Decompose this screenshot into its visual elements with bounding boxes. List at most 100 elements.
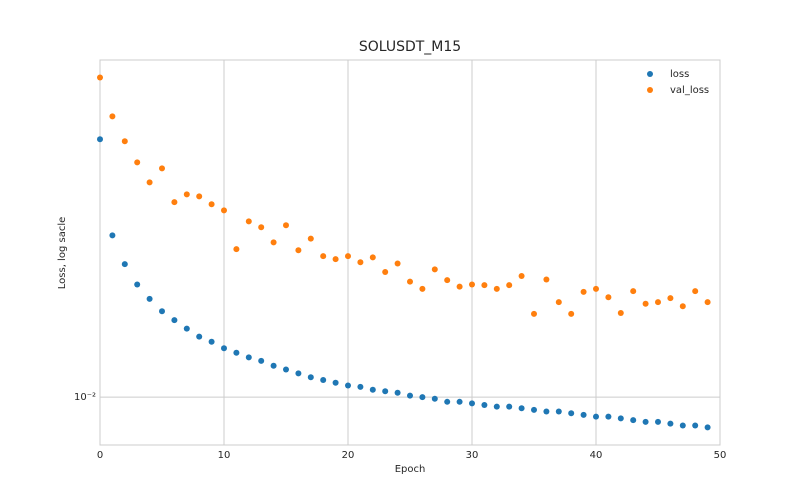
point [295,370,302,377]
point [679,303,686,310]
point [394,260,401,267]
y-axis-label: Loss, log sacle [57,217,68,289]
point [233,349,240,356]
point [295,247,302,254]
point [369,254,376,261]
plot-frame [99,59,721,446]
x-tick-label: 30 [466,450,479,461]
chart-title: SOLUSDT_M15 [359,39,461,55]
point [469,400,475,407]
point [531,310,537,317]
point [655,299,661,306]
point [394,389,401,396]
point [134,159,141,166]
point [121,261,128,268]
legend-label: val_loss [670,85,709,96]
point [171,199,178,206]
point [270,239,277,246]
point [332,256,339,263]
x-tick-label: 0 [97,450,103,461]
point [307,374,314,381]
point [431,266,438,273]
legend-label: loss [670,69,689,80]
point [233,246,240,253]
point [245,218,252,225]
point [320,376,327,383]
point [146,179,153,186]
point [493,403,500,410]
point [357,383,364,390]
x-tick-label: 20 [342,450,355,461]
point [419,285,426,292]
point [679,422,686,429]
legend-marker [647,87,653,93]
point [555,408,562,415]
point [617,310,624,317]
legend-marker [647,71,653,77]
point [345,382,351,389]
point [543,408,550,415]
point [221,207,227,214]
x-tick-label: 40 [590,450,603,461]
point [692,422,699,429]
y-tick-label: 10⁻² [74,392,96,403]
point [159,308,165,315]
point [407,278,413,285]
point [245,354,252,361]
point [469,281,475,288]
point [270,362,277,369]
point [555,299,562,306]
point [593,413,599,420]
point [493,285,500,292]
point [345,253,351,260]
point [196,193,203,200]
point [580,288,587,295]
point [134,281,141,288]
point [183,325,190,332]
point [506,403,513,410]
point [655,418,661,425]
point [407,392,413,399]
point [692,288,699,295]
point [580,411,587,418]
point [642,418,649,425]
point [667,420,674,427]
point [605,294,612,301]
point [667,295,674,302]
point [283,222,289,229]
point [431,395,438,402]
point [109,113,116,120]
point [357,259,364,266]
x-tick-label: 50 [714,450,727,461]
point [97,136,103,143]
point [307,235,314,242]
point [146,295,153,302]
point [121,138,128,145]
point [593,285,599,292]
point [320,253,327,260]
point [283,366,289,373]
point [208,338,215,345]
point [568,410,575,417]
point [456,398,463,405]
point [382,388,389,395]
point [481,282,488,289]
point [444,398,451,405]
point [196,333,203,340]
point [419,394,426,401]
point [568,310,575,317]
point [369,386,376,393]
point [630,288,637,295]
point [605,413,612,420]
point [506,282,513,289]
point [704,299,711,306]
point [97,74,103,81]
point [531,406,537,413]
point [258,357,265,364]
point [159,165,165,172]
x-tick-label: 10 [218,450,231,461]
point [109,232,116,239]
point [481,401,488,408]
point [183,191,190,198]
point [171,317,178,324]
